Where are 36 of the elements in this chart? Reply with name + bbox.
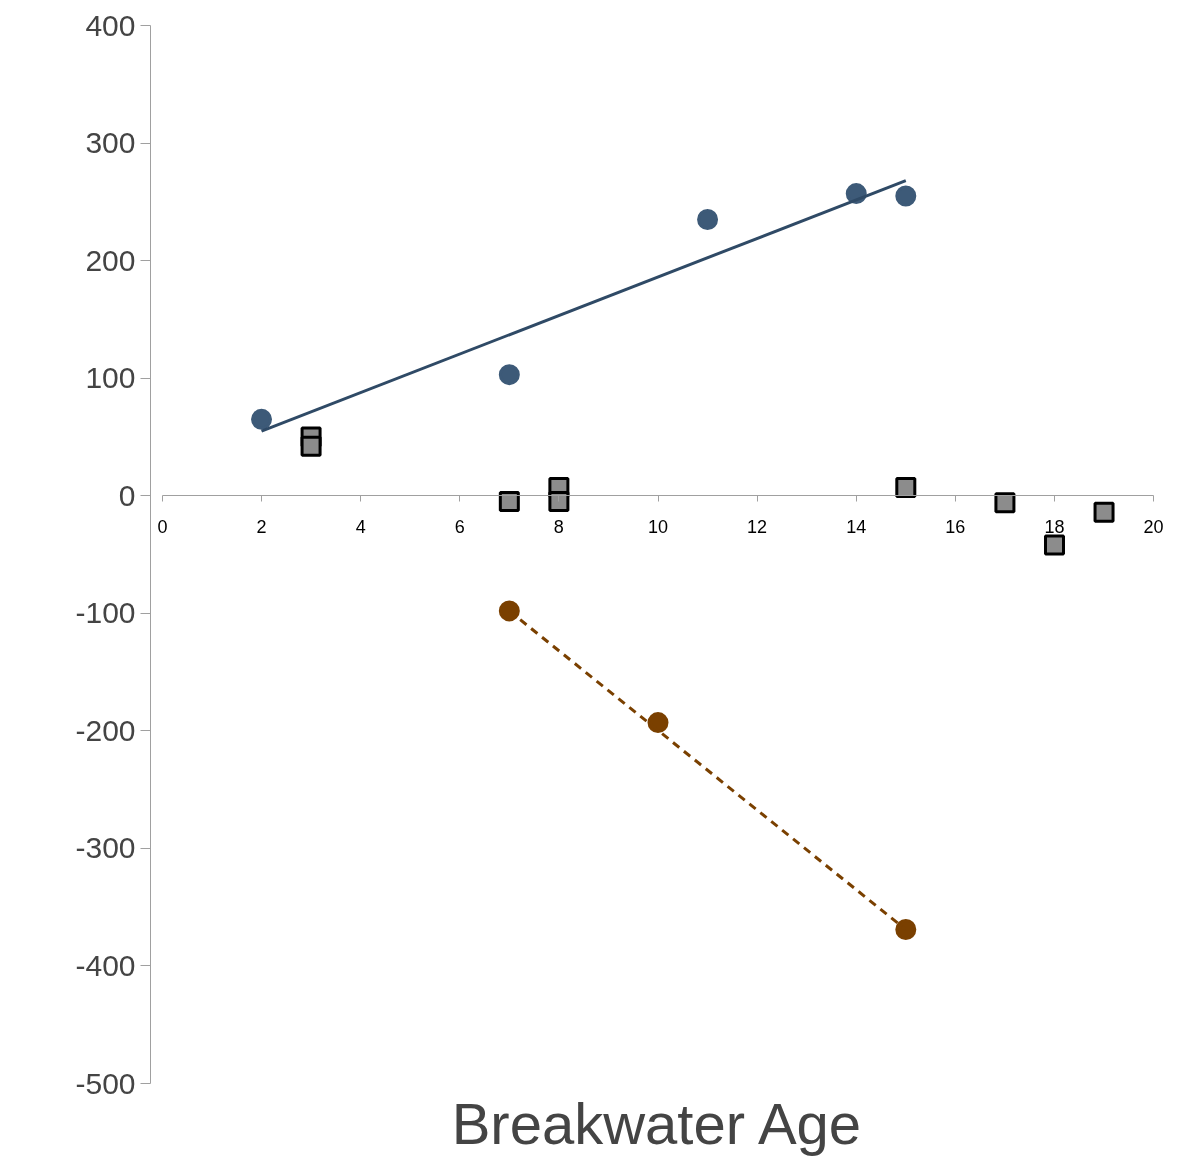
y-tick-label: 400	[85, 8, 136, 42]
x-tick-label: 8	[553, 516, 564, 537]
y-tick-label: 0	[118, 478, 136, 512]
x-tick-label: 16	[945, 516, 966, 537]
point	[300, 435, 322, 457]
x-tick-label: 18	[1044, 516, 1065, 537]
y-tick-label: -300	[75, 831, 136, 865]
y-tick-label: 200	[85, 243, 136, 277]
x-tick-label: 14	[846, 516, 867, 537]
y-tick-label: 100	[85, 361, 136, 395]
point	[1093, 501, 1115, 523]
point	[994, 492, 1016, 514]
y-tick-label: -500	[75, 1066, 136, 1100]
y-tick-label: -400	[75, 948, 136, 982]
point	[895, 476, 917, 498]
x-tick-label: 20	[1143, 516, 1164, 537]
y-tick-label: -100	[75, 596, 136, 630]
point	[895, 185, 917, 207]
x-tick-label: 0	[157, 516, 168, 537]
point	[251, 408, 273, 430]
x-tick-label: 10	[647, 516, 669, 537]
point	[1043, 534, 1065, 556]
point	[548, 491, 570, 513]
point	[697, 208, 719, 230]
point	[895, 919, 917, 940]
x-tick-label: 6	[454, 516, 465, 537]
x-tick-label: 4	[355, 516, 366, 537]
point	[498, 364, 520, 386]
point	[647, 712, 669, 734]
y-tick-label: 300	[85, 126, 136, 160]
y-tick-label: -200	[75, 713, 136, 747]
point	[498, 491, 520, 513]
point	[498, 600, 520, 622]
x-tick-label: 2	[256, 516, 267, 537]
x-tick-label: 12	[747, 516, 768, 537]
x-axis-title: Breakwater Age	[451, 1090, 862, 1156]
